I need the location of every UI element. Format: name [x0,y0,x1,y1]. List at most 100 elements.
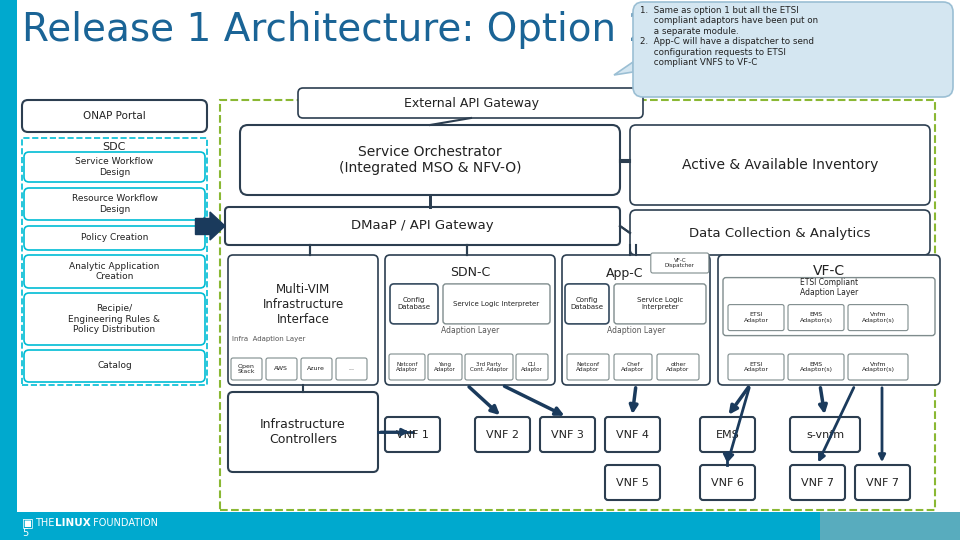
FancyBboxPatch shape [390,284,438,324]
Text: SDC: SDC [103,142,126,152]
FancyBboxPatch shape [614,284,706,324]
Text: THE: THE [35,518,58,528]
Text: Service Orchestrator
(Integrated MSO & NFV-O): Service Orchestrator (Integrated MSO & N… [339,145,521,175]
FancyBboxPatch shape [443,284,550,324]
FancyBboxPatch shape [700,465,755,500]
Text: ETSI
Adaptor: ETSI Adaptor [743,312,769,323]
FancyBboxPatch shape [630,125,930,205]
Text: 5: 5 [22,528,28,538]
FancyBboxPatch shape [540,417,595,452]
Text: other
Adaptor: other Adaptor [666,362,689,373]
Text: Analytic Application
Creation: Analytic Application Creation [69,262,159,281]
FancyBboxPatch shape [301,358,332,380]
FancyBboxPatch shape [633,2,953,97]
Text: VNF 4: VNF 4 [616,429,649,440]
Polygon shape [820,512,960,540]
Polygon shape [210,212,225,240]
Bar [0,0,17,540]
FancyBboxPatch shape [298,88,643,118]
Text: Infra  Adaption Layer: Infra Adaption Layer [232,336,305,342]
FancyBboxPatch shape [228,255,378,385]
Text: Netconf
Adaptor: Netconf Adaptor [576,362,600,373]
Text: Vnfm
Adaptor(s): Vnfm Adaptor(s) [861,362,895,373]
FancyBboxPatch shape [24,293,205,345]
Text: EMS
Adaptor(s): EMS Adaptor(s) [800,312,832,323]
Text: Catalog: Catalog [97,361,132,370]
Text: Data Collection & Analytics: Data Collection & Analytics [689,226,871,240]
FancyBboxPatch shape [22,100,207,132]
FancyBboxPatch shape [231,358,262,380]
FancyBboxPatch shape [266,358,297,380]
Text: VNF 6: VNF 6 [711,477,744,488]
Text: Chef
Adaptor: Chef Adaptor [621,362,644,373]
FancyBboxPatch shape [657,354,699,380]
FancyBboxPatch shape [790,465,845,500]
FancyBboxPatch shape [24,152,205,182]
Text: Config
Database: Config Database [570,298,604,310]
FancyBboxPatch shape [567,354,609,380]
Text: App-C: App-C [606,267,643,280]
Text: Yang
Adaptor: Yang Adaptor [434,362,456,373]
FancyBboxPatch shape [465,354,513,380]
Text: Vnfm
Adaptor(s): Vnfm Adaptor(s) [861,312,895,323]
Text: Policy Creation: Policy Creation [81,233,148,242]
Text: Multi-VIM
Infrastructure
Interface: Multi-VIM Infrastructure Interface [262,283,344,326]
Text: VNF 1: VNF 1 [396,429,429,440]
Polygon shape [614,62,633,75]
Bar [22,138,207,385]
Text: Netconf
Adaptor: Netconf Adaptor [396,362,418,373]
FancyBboxPatch shape [240,125,620,195]
Text: s-vnfm: s-vnfm [806,429,844,440]
FancyBboxPatch shape [562,255,710,385]
Text: Azure: Azure [307,367,324,372]
FancyBboxPatch shape [228,392,378,472]
FancyBboxPatch shape [855,465,910,500]
Text: Infrastructure
Controllers: Infrastructure Controllers [260,418,346,446]
Text: VF-C: VF-C [813,264,845,278]
Bar [0,512,960,540]
Text: ONAP Portal: ONAP Portal [83,111,145,121]
FancyBboxPatch shape [389,354,425,380]
FancyBboxPatch shape [605,417,660,452]
Text: ETSI
Adaptor: ETSI Adaptor [743,362,769,373]
FancyBboxPatch shape [385,255,555,385]
Text: ...: ... [348,367,354,372]
FancyBboxPatch shape [475,417,530,452]
Bar [220,100,935,510]
Text: ▣: ▣ [22,516,34,530]
FancyBboxPatch shape [614,354,652,380]
Text: VNF 3: VNF 3 [551,429,584,440]
Text: Open
Stack: Open Stack [237,363,254,374]
FancyBboxPatch shape [848,305,908,330]
Text: Release 1 Architecture: Option 2: Release 1 Architecture: Option 2 [22,11,653,49]
Text: FOUNDATION: FOUNDATION [90,518,158,528]
Text: VNF 2: VNF 2 [486,429,519,440]
Text: Adaption Layer: Adaption Layer [607,326,665,335]
Text: Resource Workflow
Design: Resource Workflow Design [71,194,157,214]
Text: 3rd Party
Cont. Adaptor: 3rd Party Cont. Adaptor [470,362,508,373]
Text: SDN-C: SDN-C [450,267,491,280]
FancyBboxPatch shape [605,465,660,500]
FancyBboxPatch shape [24,350,205,382]
FancyBboxPatch shape [788,305,844,330]
FancyBboxPatch shape [718,255,940,385]
FancyBboxPatch shape [790,417,860,452]
FancyBboxPatch shape [788,354,844,380]
Text: VNF 7: VNF 7 [866,477,899,488]
Text: EMS: EMS [715,429,739,440]
FancyBboxPatch shape [728,305,784,330]
Text: Service Workflow
Design: Service Workflow Design [76,157,154,177]
Text: EMS
Adaptor(s): EMS Adaptor(s) [800,362,832,373]
FancyBboxPatch shape [24,188,205,220]
Text: Recipie/
Engineering Rules &
Policy Distribution: Recipie/ Engineering Rules & Policy Dist… [68,304,160,334]
FancyBboxPatch shape [565,284,609,324]
FancyBboxPatch shape [700,417,755,452]
Text: DMaaP / API Gateway: DMaaP / API Gateway [350,219,493,233]
Text: Service Logic
Interpreter: Service Logic Interpreter [636,298,684,310]
FancyBboxPatch shape [24,255,205,288]
FancyBboxPatch shape [516,354,548,380]
FancyBboxPatch shape [651,253,708,273]
Polygon shape [195,218,210,234]
FancyBboxPatch shape [630,210,930,255]
Text: External API Gateway: External API Gateway [403,97,539,110]
